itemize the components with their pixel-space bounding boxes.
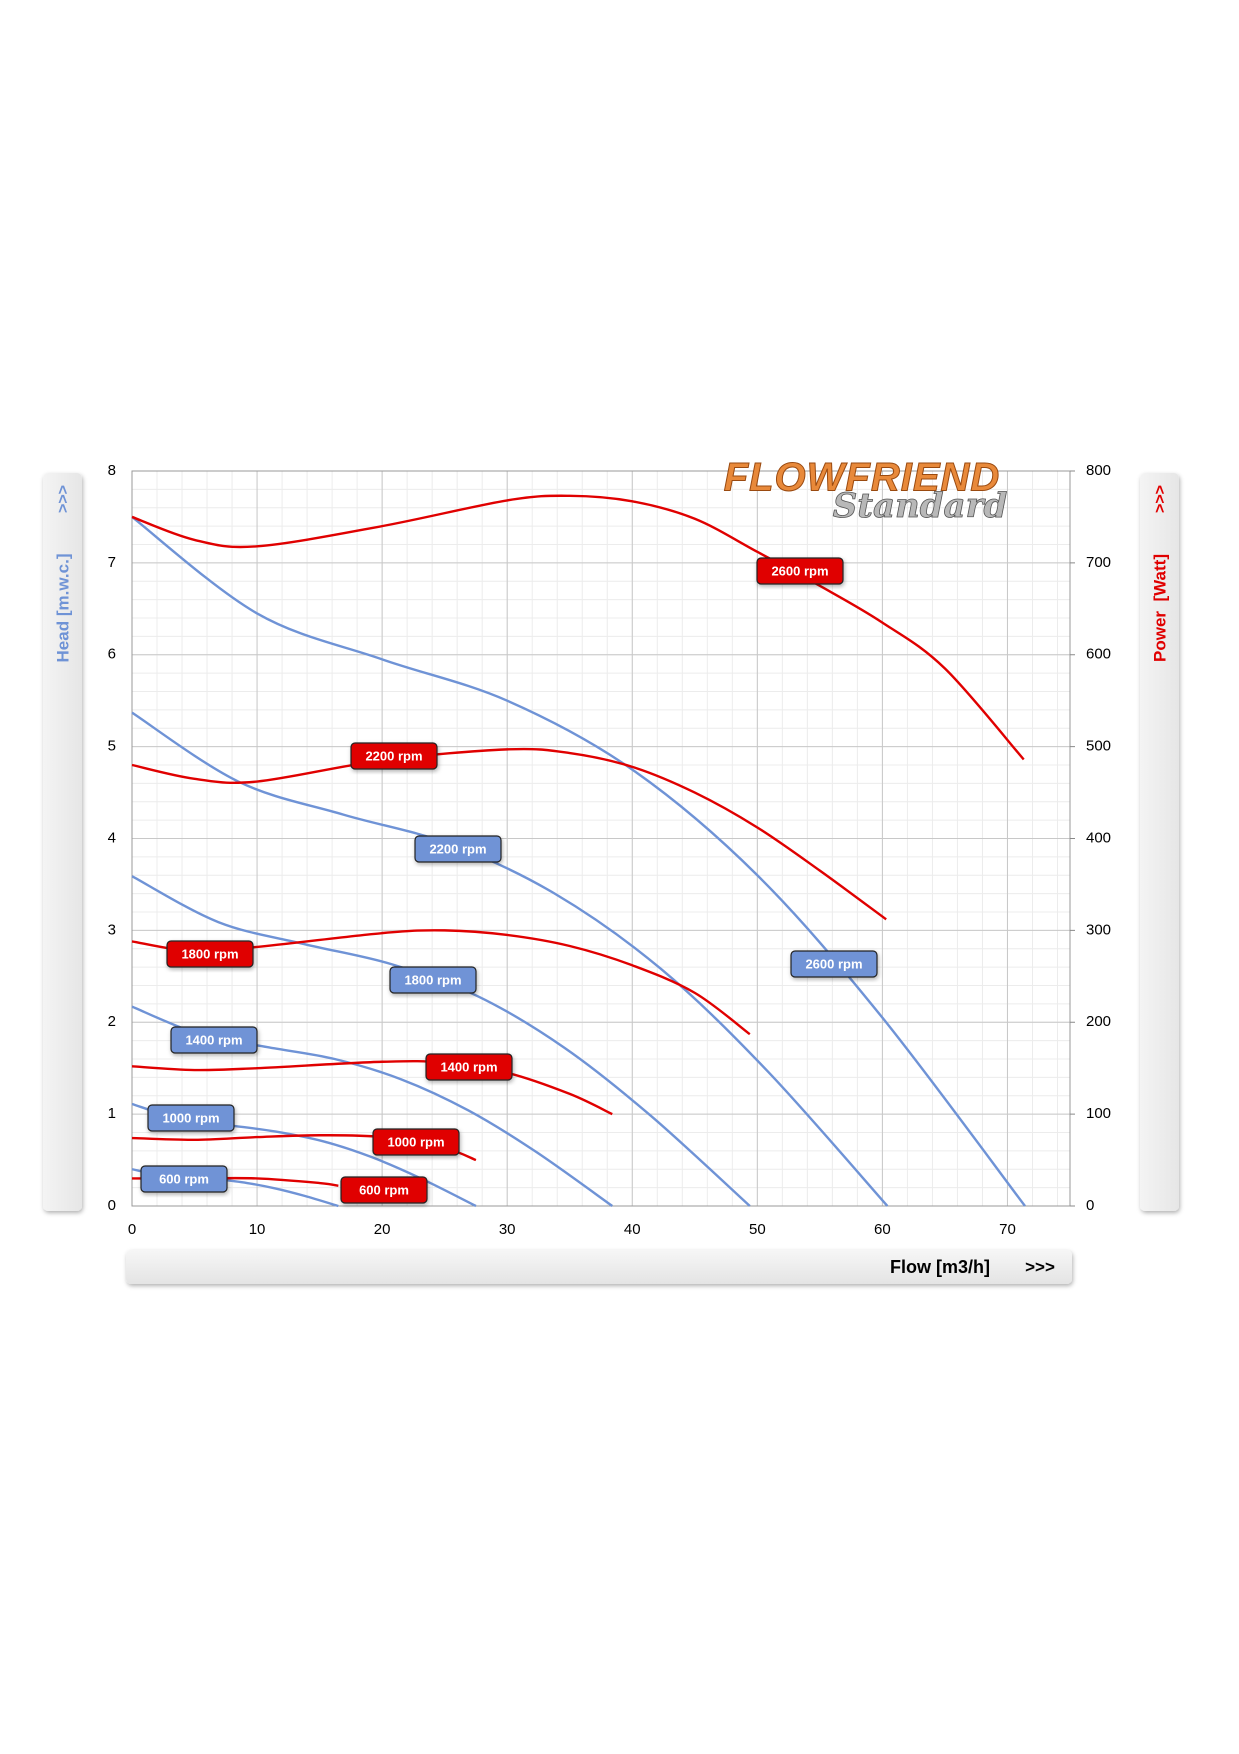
y-axis-title: Head [m.w.c.]: [53, 554, 72, 663]
y-tick-label: 8: [108, 462, 116, 479]
grid: [131, 470, 1071, 1207]
x-tick-label: 70: [999, 1221, 1016, 1238]
x-tick-label: 0: [128, 1221, 136, 1238]
curve: [131, 1059, 613, 1116]
curve: [131, 494, 1025, 761]
x-tick-label: 10: [249, 1221, 266, 1238]
curve: [131, 515, 1026, 1207]
curve-label: 1000 rpm: [387, 1134, 444, 1149]
x-tick-label: 30: [499, 1221, 516, 1238]
curve-label-box: [340, 1176, 428, 1204]
curve-label: 600 rpm: [359, 1182, 409, 1197]
y-arrow: >>>: [55, 485, 72, 513]
x-tick-label: 60: [874, 1221, 891, 1238]
y2-arrow: >>>: [1152, 485, 1169, 513]
curve-labels: 600 rpm 1000 rpm 1400 rpm 1800 rpm 2200 rpm 2…: [140, 557, 878, 1204]
curve-label: 1400 rpm: [185, 1032, 242, 1047]
y-tick-label: 4: [108, 829, 116, 846]
curve-label-box: [147, 1104, 235, 1132]
curve-label-box: [140, 1165, 228, 1193]
x-arrow: >>>: [1025, 1257, 1055, 1276]
y2-axis-title: Power [Watt]: [1150, 554, 1169, 662]
curve-label: 1000 rpm: [162, 1110, 219, 1125]
x-tick-label: 50: [749, 1221, 766, 1238]
curve-label-box: [170, 1026, 258, 1054]
curve-label: 1400 rpm: [440, 1059, 497, 1074]
y2-tick-label: 800: [1086, 462, 1111, 479]
curve-label-box: [166, 940, 254, 968]
curve-label-box: [372, 1128, 460, 1156]
y2-tick-label: 700: [1086, 554, 1111, 571]
logo-sub: Standard: [833, 486, 1008, 526]
x-tick-label: 20: [374, 1221, 391, 1238]
curve-label: 2600 rpm: [771, 563, 828, 578]
curve-label-box: [389, 966, 477, 994]
y-tick-label: 7: [108, 554, 116, 571]
x-tick-label: 40: [624, 1221, 641, 1238]
curve-label-box: [756, 557, 844, 585]
y2-tick-label: 100: [1086, 1105, 1111, 1122]
logo-main: FLOWFRIEND: [724, 456, 1001, 500]
y-tick-label: 6: [108, 646, 116, 663]
curve-label: 2600 rpm: [805, 956, 862, 971]
x-axis-title: Flow [m3/h]: [890, 1257, 990, 1277]
y-tick-label: 0: [108, 1197, 116, 1214]
y2-panel: [1140, 473, 1179, 1211]
y-tick-label: 1: [108, 1105, 116, 1122]
curve: [131, 711, 889, 1207]
y2-tick-label: 400: [1086, 829, 1111, 846]
curve-label: 1800 rpm: [404, 972, 461, 987]
y2-tick-label: 0: [1086, 1197, 1094, 1214]
y2-tick-label: 300: [1086, 921, 1111, 938]
curve: [131, 747, 887, 921]
curve-label: 2200 rpm: [429, 841, 486, 856]
y2-tick-label: 500: [1086, 738, 1111, 755]
x-panel: [126, 1250, 1072, 1284]
curve-label: 1800 rpm: [181, 946, 238, 961]
curve-label-box: [350, 742, 438, 770]
y-tick-label: 5: [108, 738, 116, 755]
curve-label: 600 rpm: [159, 1171, 209, 1186]
y2-tick-label: 200: [1086, 1013, 1111, 1030]
y2-tick-label: 600: [1086, 646, 1111, 663]
curve-label-box: [425, 1053, 513, 1081]
ticks: 0 10 20 30 40 50 60 700123456780100200300400500…: [108, 462, 1111, 1238]
curve-label-box: [414, 835, 502, 863]
y-tick-label: 2: [108, 1013, 116, 1030]
curve-label-box: [790, 950, 878, 978]
y-panel: [43, 473, 82, 1211]
curve-label: 2200 rpm: [365, 748, 422, 763]
y-tick-label: 3: [108, 921, 116, 938]
